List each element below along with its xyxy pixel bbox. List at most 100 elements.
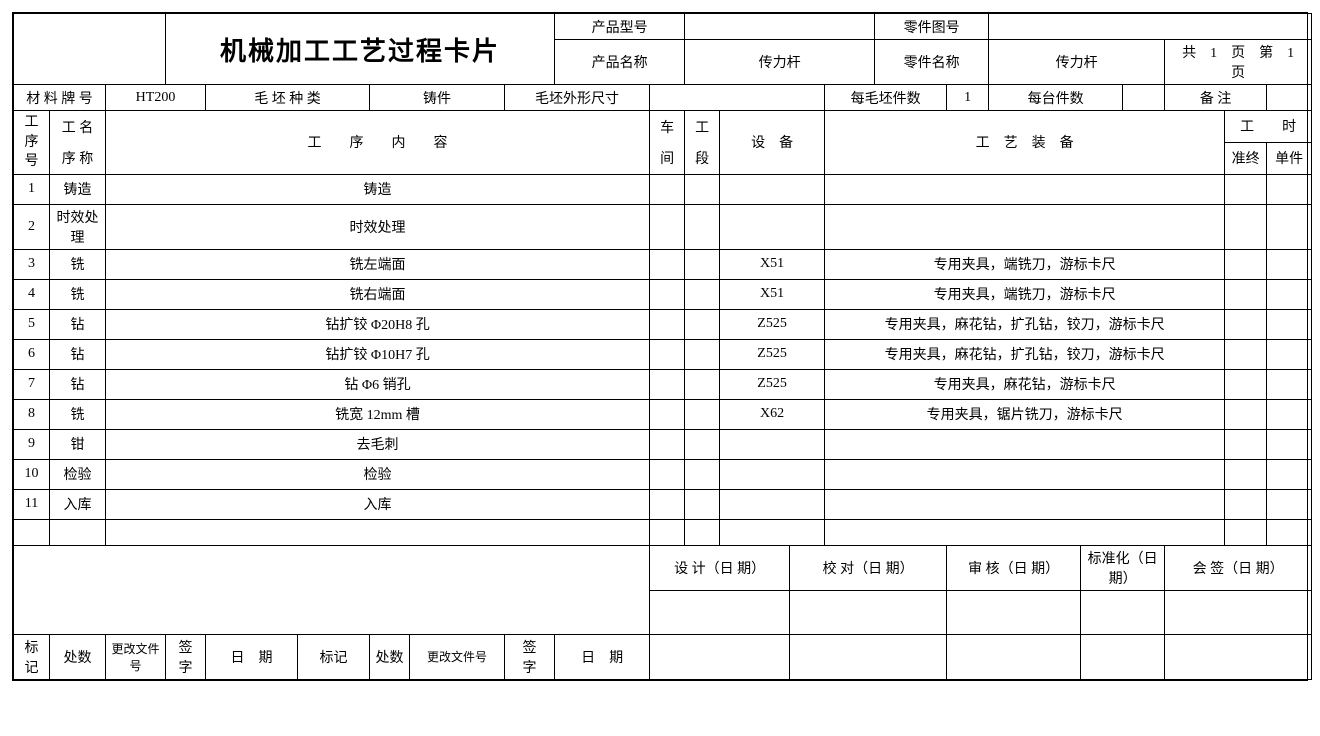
approval-proof-value	[790, 590, 947, 634]
time-prep	[1225, 489, 1267, 519]
rev-date-label: 日 期	[206, 634, 298, 679]
col-workshop-bot: 间	[650, 142, 685, 174]
equipment: X51	[720, 249, 825, 279]
per-unit-count-value	[1123, 85, 1165, 111]
time-prep	[1225, 279, 1267, 309]
proc-name: 铣	[50, 249, 106, 279]
time-unit	[1267, 204, 1312, 249]
page-total-prefix: 共	[1182, 46, 1196, 61]
tooling	[825, 174, 1225, 204]
proc-no: 5	[14, 309, 50, 339]
part-drawing-no-value	[989, 14, 1312, 40]
blank-type-value: 铸件	[370, 85, 505, 111]
rev-mark-label-2: 标记	[298, 634, 370, 679]
approval-review-value	[947, 590, 1081, 634]
workshop	[650, 249, 685, 279]
time-prep	[1225, 399, 1267, 429]
blank-type-label: 毛 坯 种 类	[206, 85, 370, 111]
proc-no: 4	[14, 279, 50, 309]
workshop	[650, 204, 685, 249]
col-proc-name-top: 工 名	[50, 111, 106, 143]
proc-name: 钻	[50, 339, 106, 369]
card-title: 机械加工工艺过程卡片	[166, 14, 555, 85]
approval-cosign-label: 会 签（日 期）	[1165, 545, 1312, 590]
time-unit	[1267, 309, 1312, 339]
section	[685, 399, 720, 429]
time-unit	[1267, 249, 1312, 279]
proc-name: 检验	[50, 459, 106, 489]
col-proc-content: 工 序 内 容	[106, 111, 650, 175]
tooling: 专用夹具，麻花钻，扩孔钻，铰刀，游标卡尺	[825, 309, 1225, 339]
product-model-label: 产品型号	[555, 14, 685, 40]
rev-sign-label-2: 签 字	[505, 634, 555, 679]
proc-name: 铣	[50, 279, 106, 309]
spacer	[650, 519, 685, 545]
spacer	[685, 519, 720, 545]
time-unit	[1267, 174, 1312, 204]
proc-content: 入库	[106, 489, 650, 519]
time-prep	[1225, 429, 1267, 459]
col-proc-name-bot: 序 称	[50, 142, 106, 174]
approval-proof-label: 校 对（日 期）	[790, 545, 947, 590]
proc-content: 铸造	[106, 174, 650, 204]
approval-standard-blank	[1081, 634, 1165, 679]
equipment: X51	[720, 279, 825, 309]
tooling: 专用夹具，麻花钻，扩孔钻，铰刀，游标卡尺	[825, 339, 1225, 369]
rev-change-doc-label: 更改文件号	[106, 634, 166, 679]
section	[685, 309, 720, 339]
col-tooling: 工 艺 装 备	[825, 111, 1225, 175]
time-unit	[1267, 429, 1312, 459]
section	[685, 339, 720, 369]
time-prep	[1225, 339, 1267, 369]
proc-content: 钻扩铰 Φ20H8 孔	[106, 309, 650, 339]
col-workshop-top: 车	[650, 111, 685, 143]
proc-no: 7	[14, 369, 50, 399]
proc-no: 3	[14, 249, 50, 279]
page-total: 1	[1210, 46, 1217, 61]
equipment	[720, 174, 825, 204]
col-section-bot: 段	[685, 142, 720, 174]
workshop	[650, 429, 685, 459]
proc-no: 11	[14, 489, 50, 519]
proc-content: 检验	[106, 459, 650, 489]
proc-name: 铣	[50, 399, 106, 429]
approval-standard-value	[1081, 590, 1165, 634]
proc-name: 钻	[50, 309, 106, 339]
blank-size-label: 毛坯外形尺寸	[505, 85, 650, 111]
time-unit	[1267, 279, 1312, 309]
blank-size-value	[650, 85, 825, 111]
col-time-unit: 单件	[1267, 142, 1312, 174]
proc-content: 钻扩铰 Φ10H7 孔	[106, 339, 650, 369]
part-name-label: 零件名称	[875, 40, 989, 85]
rev-mark-label: 标记	[14, 634, 50, 679]
equipment: Z525	[720, 369, 825, 399]
material-grade-label: 材 料 牌 号	[14, 85, 106, 111]
section	[685, 174, 720, 204]
part-drawing-no-label: 零件图号	[875, 14, 989, 40]
per-blank-count-label: 每毛坯件数	[825, 85, 947, 111]
proc-name: 钳	[50, 429, 106, 459]
process-card-table: 机械加工工艺过程卡片 产品型号 零件图号 产品名称 传力杆 零件名称 传力杆 共…	[13, 13, 1312, 680]
time-unit	[1267, 399, 1312, 429]
approval-proof-blank	[790, 634, 947, 679]
workshop	[650, 459, 685, 489]
proc-name: 时效处理	[50, 204, 106, 249]
approval-design-blank	[650, 634, 790, 679]
time-prep	[1225, 459, 1267, 489]
spacer	[1267, 519, 1312, 545]
proc-no: 2	[14, 204, 50, 249]
time-prep	[1225, 174, 1267, 204]
proc-name: 钻	[50, 369, 106, 399]
product-name-label: 产品名称	[555, 40, 685, 85]
rev-sign-label: 签 字	[166, 634, 206, 679]
spacer	[14, 519, 50, 545]
time-prep	[1225, 249, 1267, 279]
approval-cosign-blank	[1165, 634, 1312, 679]
rev-date-label-2: 日 期	[555, 634, 650, 679]
approval-design-value	[650, 590, 790, 634]
material-grade-value: HT200	[106, 85, 206, 111]
spacer	[50, 519, 106, 545]
product-name-value: 传力杆	[685, 40, 875, 85]
workshop	[650, 399, 685, 429]
section	[685, 204, 720, 249]
